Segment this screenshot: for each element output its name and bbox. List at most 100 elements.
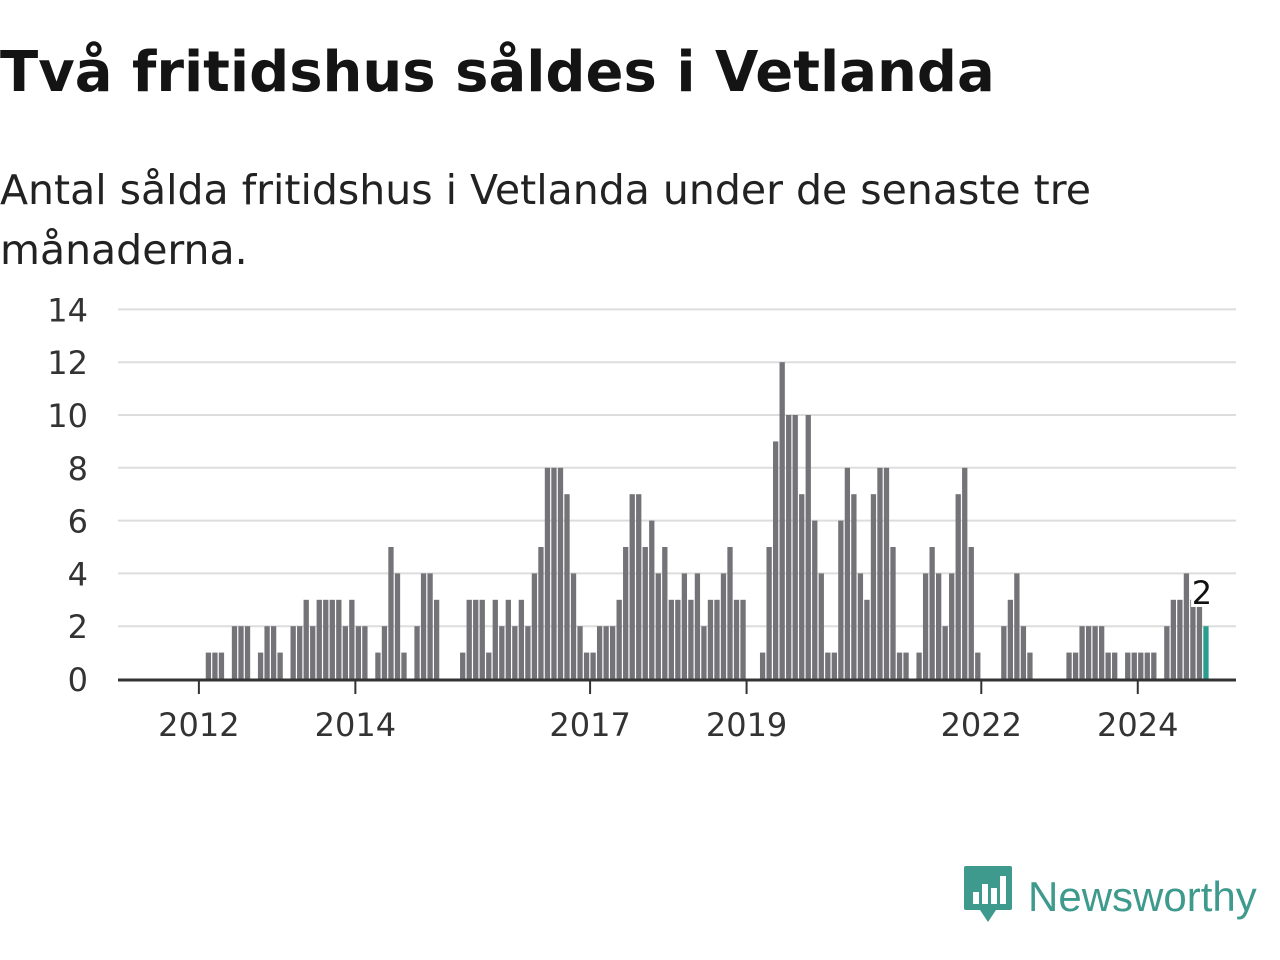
bar <box>316 599 322 679</box>
bar <box>466 599 472 679</box>
bar <box>844 467 851 679</box>
bar <box>1072 652 1079 679</box>
bar <box>336 599 342 679</box>
bar <box>486 652 492 679</box>
bar <box>916 652 922 679</box>
bar <box>851 494 857 679</box>
bar <box>297 626 303 679</box>
bar <box>1144 652 1150 679</box>
bar <box>903 652 909 679</box>
bar <box>303 599 309 679</box>
bar <box>896 652 903 679</box>
bar <box>805 415 811 679</box>
bar <box>616 599 622 679</box>
bar <box>218 652 225 679</box>
bar <box>414 626 420 679</box>
bar <box>668 599 674 679</box>
bar <box>773 441 779 679</box>
bar <box>1170 599 1177 679</box>
logo-text: Newsworthy <box>1028 873 1257 920</box>
bar <box>714 599 720 679</box>
bar <box>799 494 805 679</box>
x-tick-label: 2014 <box>315 706 396 744</box>
bar <box>473 599 479 679</box>
y-axis-ticks: 0 2 4 6 8 10 12 14 <box>47 291 88 699</box>
bar <box>1125 652 1131 679</box>
y-tick-label: 8 <box>68 450 88 488</box>
bar <box>642 547 648 679</box>
bar <box>433 599 440 679</box>
y-tick-label: 12 <box>47 344 88 382</box>
bar <box>922 573 929 679</box>
bar <box>870 494 877 679</box>
bar <box>759 652 766 679</box>
bar <box>323 599 329 679</box>
bar <box>825 652 831 679</box>
bar <box>564 494 570 679</box>
bar <box>688 599 694 679</box>
bar <box>655 573 661 679</box>
bar <box>1014 573 1020 679</box>
bar <box>590 652 596 679</box>
bar <box>818 573 824 679</box>
x-axis: 2012 2014 2017 2019 2022 2024 <box>118 678 1236 744</box>
bar <box>394 573 401 679</box>
bar <box>342 626 348 679</box>
bar <box>877 467 883 679</box>
bar <box>662 547 668 679</box>
bar <box>290 626 296 679</box>
bar <box>831 652 837 679</box>
bar <box>1066 652 1072 679</box>
bar <box>636 494 642 679</box>
bar <box>277 652 283 679</box>
y-tick-label: 0 <box>68 661 88 699</box>
bar <box>257 652 264 679</box>
bar <box>675 599 681 679</box>
bar <box>492 599 498 679</box>
bar-chart: 0 2 4 6 8 10 12 14 2012 2014 2017 2019 2022 2024 2 <box>47 291 1236 744</box>
bar <box>551 467 557 679</box>
bar <box>610 626 616 679</box>
bar <box>479 599 485 679</box>
y-tick-label: 4 <box>68 555 88 593</box>
bar <box>1131 652 1137 679</box>
bar <box>681 573 688 679</box>
bar <box>310 626 316 679</box>
bar <box>883 467 890 679</box>
bar <box>577 626 583 679</box>
bar <box>1190 599 1196 679</box>
y-tick-label: 14 <box>47 291 88 329</box>
bar <box>968 547 974 679</box>
bar <box>1007 599 1014 679</box>
bar <box>355 626 362 679</box>
newsworthy-logo: Newsworthy <box>962 864 1257 930</box>
page-title: Två fritidshus såldes i Vetlanda <box>0 40 995 105</box>
bar <box>1196 599 1203 679</box>
bar <box>538 547 544 679</box>
bar <box>857 573 864 679</box>
bar <box>583 652 590 679</box>
bar <box>1112 652 1118 679</box>
bar <box>460 652 466 679</box>
bar <box>1027 652 1033 679</box>
bars <box>205 362 1209 679</box>
bar <box>733 599 740 679</box>
bar <box>603 626 609 679</box>
bar <box>649 520 655 679</box>
bar-chart-speech-bubble-icon <box>962 864 1014 930</box>
bar <box>1151 652 1157 679</box>
bar <box>525 626 531 679</box>
y-tick-label: 6 <box>68 503 88 541</box>
bar <box>1099 626 1105 679</box>
bar <box>864 599 870 679</box>
bar <box>812 520 818 679</box>
bar <box>388 547 394 679</box>
bar <box>623 547 629 679</box>
bar <box>427 573 433 679</box>
bar <box>570 573 577 679</box>
bar <box>1085 626 1092 679</box>
bar <box>512 626 518 679</box>
bar <box>349 599 355 679</box>
x-tick-label: 2017 <box>549 706 630 744</box>
bar <box>936 573 942 679</box>
